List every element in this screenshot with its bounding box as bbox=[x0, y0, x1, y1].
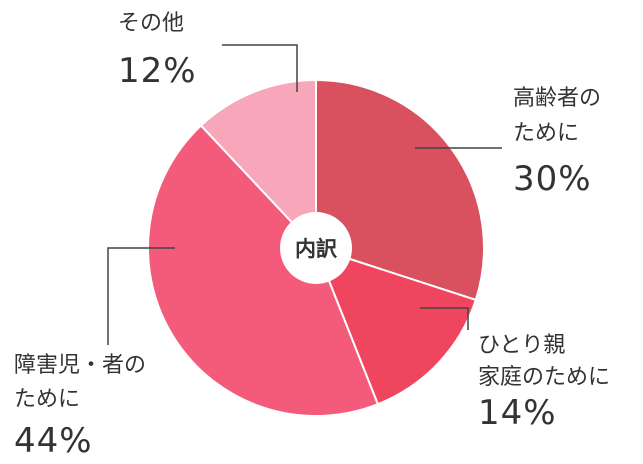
slice-label: 障害児・者の bbox=[14, 353, 146, 378]
value-label: 12% bbox=[118, 51, 197, 91]
value-label: 30% bbox=[513, 159, 592, 199]
value-label: 44% bbox=[14, 421, 93, 461]
slice-label: 家庭のために bbox=[478, 365, 610, 390]
slice-label: 高齢者の bbox=[513, 86, 601, 111]
slice-label: ひとり親 bbox=[478, 333, 565, 358]
center-label: 内訳 bbox=[295, 237, 338, 261]
slice-label: ために bbox=[14, 387, 80, 412]
slice-label: その他 bbox=[118, 11, 184, 36]
chart: 内訳 高齢者のために30%ひとり親家庭のために14%障害児・者のために44%その… bbox=[0, 0, 643, 464]
value-label: 14% bbox=[478, 393, 557, 433]
slice-label: ために bbox=[513, 121, 579, 146]
